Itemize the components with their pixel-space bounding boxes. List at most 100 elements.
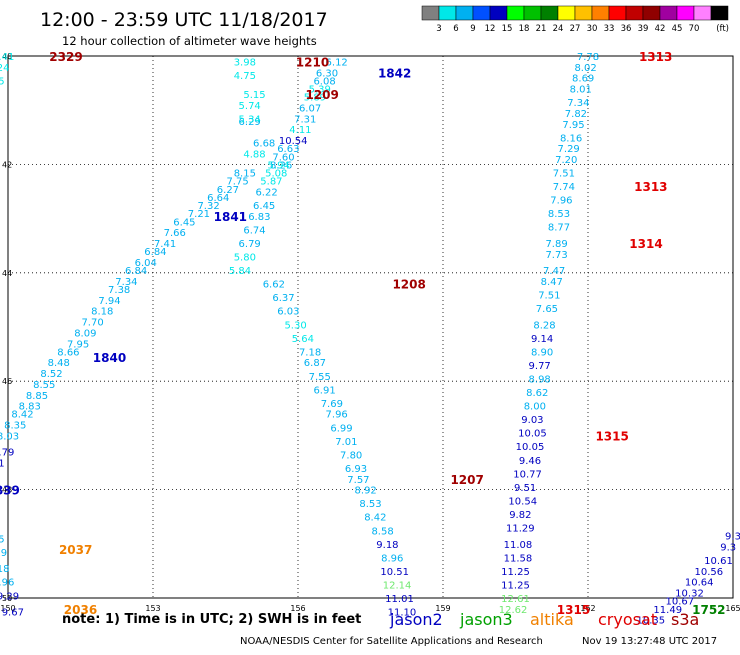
colorbar-label: 6 [453, 24, 458, 34]
swh-value: 6.87 [304, 358, 326, 369]
legend-item-altika: altika [530, 610, 574, 629]
swh-value: 7.74 [553, 182, 575, 193]
swh-value: 6.84 [125, 266, 147, 277]
colorbar-swatch [506, 5, 525, 21]
swh-value: 9.3 [725, 532, 740, 543]
colorbar-label: 70 [689, 24, 700, 34]
swh-value: 7.96 [326, 410, 348, 421]
swh-value: 11.25 [501, 567, 530, 578]
colorbar-label: 15 [502, 24, 513, 34]
swh-value: 7.95 [67, 339, 89, 350]
swh-value: 6.04 [135, 258, 157, 269]
swh-value: 9.82 [509, 510, 531, 521]
pass-time-label: 1842 [378, 66, 411, 80]
swh-value: 7.80 [340, 450, 362, 461]
colorbar-label: 33 [604, 24, 615, 34]
swh-value: 6.83 [248, 212, 270, 223]
colorbar-swatch [472, 5, 491, 21]
swh-value: 7.31 [294, 114, 316, 125]
swh-value: 6.03 [277, 307, 299, 318]
swh-value: 7.34 [567, 98, 589, 109]
lon-tick-label: 153 [145, 604, 160, 613]
swh-value: 9.67 [2, 608, 24, 619]
swh-value: 7.95 [562, 120, 584, 131]
swh-value: 10.61 [704, 556, 733, 567]
pass-time-label: 1840 [93, 351, 126, 365]
page-subtitle: 12 hour collection of altimeter wave hei… [62, 34, 317, 48]
swh-value: 6.12 [326, 57, 348, 68]
swh-value: 7.66 [164, 228, 186, 239]
colorbar-swatch [642, 5, 661, 21]
colorbar-label: 18 [519, 24, 530, 34]
swh-value: 12.62 [499, 605, 528, 616]
satellite-tracks: 6.126.306.085.395.896.077.314.1110.546.6… [0, 50, 740, 627]
swh-value: 6.91 [313, 385, 335, 396]
swh-value: 5.08 [265, 169, 287, 180]
colorbar-label: 12 [485, 24, 496, 34]
swh-value: 6.63 [277, 144, 299, 155]
swh-value: 6.99 [330, 423, 352, 434]
swh-value: 10.54 [508, 496, 537, 507]
swh-value: 8.58 [371, 526, 393, 537]
swh-value: 5.89 [304, 93, 326, 104]
swh-value: 7.51 [538, 290, 560, 301]
swh-value: 8.96 [0, 578, 14, 589]
legend-item-jason3: jason3 [459, 610, 513, 629]
color-scale-legend: 3 6 9 12 15 18 21 24 27 30 33 36 39 42 45 70 (ft) [421, 5, 729, 34]
pass-time-label: 2329 [49, 50, 82, 64]
swh-value: 8.48 [48, 358, 70, 369]
swh-value: 9.79 [0, 448, 14, 459]
swh-value: 9.29 [0, 591, 19, 602]
swh-value: 10.67 [666, 597, 695, 608]
swh-value: 6.68 [253, 139, 275, 150]
swh-value: 7.75 [226, 177, 248, 188]
swh-value: 7.69 [321, 399, 343, 410]
swh-value: 12.14 [383, 580, 412, 591]
swh-value: 5.64 [292, 334, 314, 345]
swh-value: 8.18 [0, 564, 9, 575]
swh-value: 8.02 [574, 63, 596, 74]
swh-value: 8.42 [11, 410, 33, 421]
swh-value: 8.98 [529, 374, 551, 385]
swh-value: 7.60 [272, 152, 294, 163]
swh-value: 5.24 [0, 63, 9, 74]
swh-value: 8.52 [40, 369, 62, 380]
swh-value: 4.75 [234, 71, 256, 82]
swh-value: 10.77 [513, 469, 542, 480]
swh-value: 7.47 [543, 266, 565, 277]
swh-value: 6.79 [239, 239, 261, 250]
colorbar-label: 45 [672, 24, 683, 34]
colorbar-swatch [591, 5, 610, 21]
pass-time-label: 1315 [595, 429, 628, 443]
lat-tick-label: 48 [2, 486, 12, 495]
swh-value: 8.53 [548, 209, 570, 220]
lat-tick-label: 50 [2, 594, 12, 603]
swh-value: 8.01 [570, 85, 592, 96]
swh-value: 8.00 [524, 402, 546, 413]
swh-value: 6.37 [272, 293, 294, 304]
swh-value: 5.45 [0, 76, 5, 87]
map-frame [7, 55, 734, 599]
swh-value: 8.28 [533, 320, 555, 331]
swh-value: 9.18 [376, 540, 398, 551]
swh-value: 8.26 [270, 160, 292, 171]
swh-value: 6.08 [313, 76, 335, 87]
swh-value: 6.29 [239, 117, 261, 128]
swh-value: 8.96 [381, 553, 403, 564]
swh-value: 11.25 [501, 580, 530, 591]
swh-value: 10.54 [279, 136, 308, 147]
legend-item-cryosat: cryosat [598, 610, 657, 629]
swh-value: 5.87 [260, 177, 282, 188]
swh-value: 7.82 [565, 109, 587, 120]
swh-value: 8.42 [364, 513, 386, 524]
swh-value: 11.58 [504, 553, 533, 564]
lon-tick-label: 156 [290, 604, 305, 613]
swh-value: 7.55 [309, 372, 331, 383]
swh-value: 7.65 [536, 304, 558, 315]
swh-value: 5.94 [268, 160, 290, 171]
pass-time-label: 1315 [557, 603, 590, 617]
pass-time-label: 1208 [392, 278, 425, 292]
swh-value: 10.64 [685, 578, 714, 589]
swh-value: 8.77 [548, 223, 570, 234]
swh-value: 7.01 [335, 437, 357, 448]
